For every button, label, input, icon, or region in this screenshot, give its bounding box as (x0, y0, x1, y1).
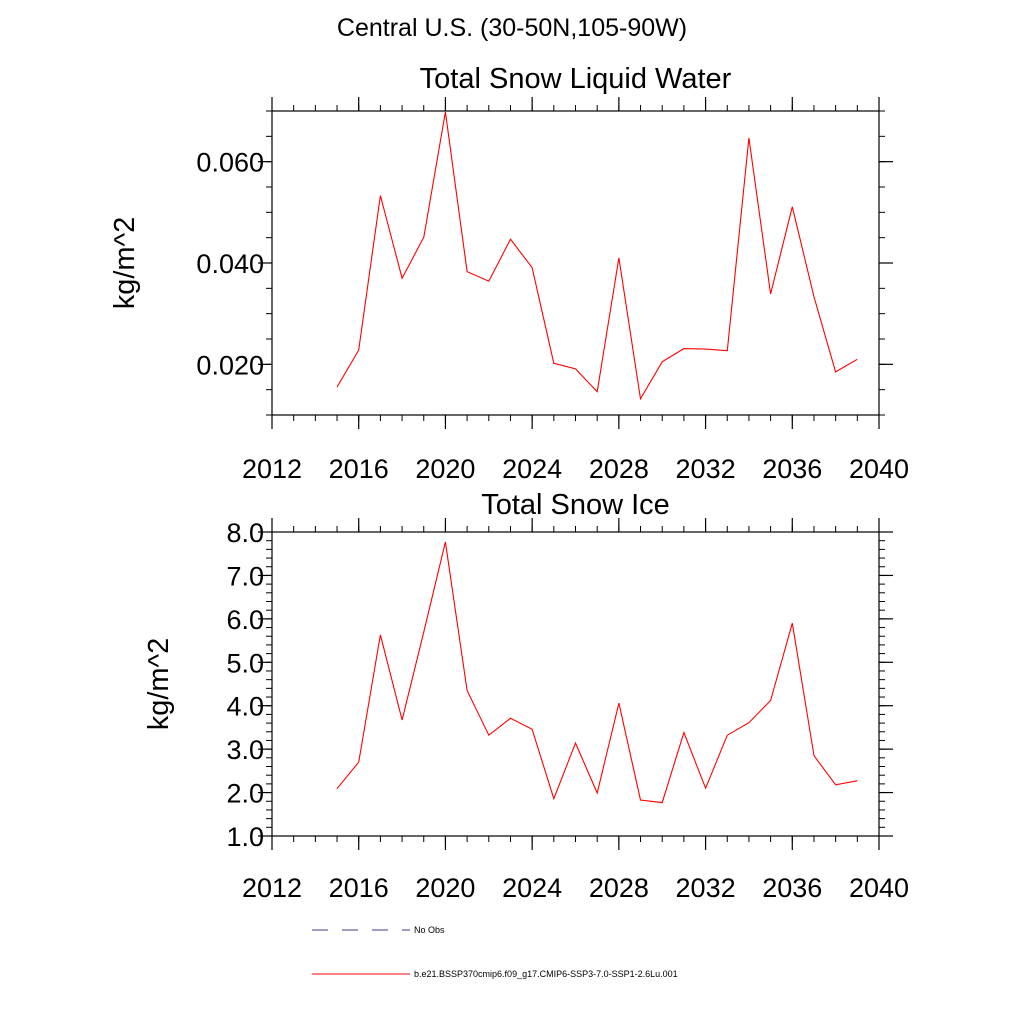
panel1-plot-frame (271, 531, 880, 837)
panel0-x-tick-label: 2012 (242, 454, 302, 484)
panel1-x-tick-label: 2040 (849, 873, 909, 903)
panel0-title: Total Snow Liquid Water (420, 63, 732, 95)
legend-label-no-obs: No Obs (414, 925, 445, 935)
panel1-x-tick-label: 2012 (242, 873, 302, 903)
page-title: Central U.S. (30-50N,105-90W) (336, 14, 688, 42)
panel1-x-tick-label: 2020 (415, 873, 475, 903)
panel1-x-tick-label: 2024 (502, 873, 562, 903)
panel1-y-tick-label: 3.0 (226, 735, 264, 765)
panel0-x-tick-label: 2040 (849, 454, 909, 484)
panel1-x-tick-label: 2028 (589, 873, 649, 903)
panel0-y-tick-label: 0.040 (196, 249, 264, 279)
panel1-y-tick-label: 7.0 (226, 561, 264, 591)
panel0-series-line-0 (336, 111, 858, 401)
panel1-series-line-0 (336, 541, 858, 804)
panel0-y-tick-label: 0.020 (196, 350, 264, 380)
panel1-x-tick-label: 2032 (676, 873, 736, 903)
panel1-y-axis-label: kg/m^2 (143, 638, 175, 731)
legend-label-model-run: b.e21.BSSP370cmip6.f09_g17.CMIP6-SSP3-7.… (414, 969, 678, 979)
panel1-y-tick-label: 2.0 (226, 779, 264, 809)
panel0-x-tick-label: 2028 (589, 454, 649, 484)
panel0-y-axis-label: kg/m^2 (109, 217, 141, 310)
panel1-title: Total Snow Ice (481, 489, 670, 521)
panel0-x-tick-label: 2036 (762, 454, 822, 484)
panel0-x-tick-label: 2016 (329, 454, 389, 484)
panel0-x-tick-label: 2020 (415, 454, 475, 484)
panel1-y-tick-label: 6.0 (226, 605, 264, 635)
panel1-y-tick-label: 5.0 (226, 648, 264, 678)
panel1-x-tick-label: 2036 (762, 873, 822, 903)
panel0-x-tick-label: 2032 (676, 454, 736, 484)
panel0-x-tick-label: 2024 (502, 454, 562, 484)
panel1-y-tick-label: 8.0 (226, 518, 264, 548)
panel-snow-ice: Total Snow Ice kg/m^2 2012 2016 2020 2024 2028… (143, 489, 909, 903)
panel-snow-liquid-water: Total Snow Liquid Water kg/m^2 2012 2016 202… (109, 63, 909, 484)
panel1-x-tick-label: 2016 (329, 873, 389, 903)
legend: No Obs b.e21.BSSP370cmip6.f09_g17.CMIP6-… (312, 925, 678, 979)
panel1-y-tick-label: 1.0 (226, 822, 264, 852)
panel0-y-tick-label: 0.060 (196, 148, 264, 178)
panel1-y-tick-label: 4.0 (226, 692, 264, 722)
